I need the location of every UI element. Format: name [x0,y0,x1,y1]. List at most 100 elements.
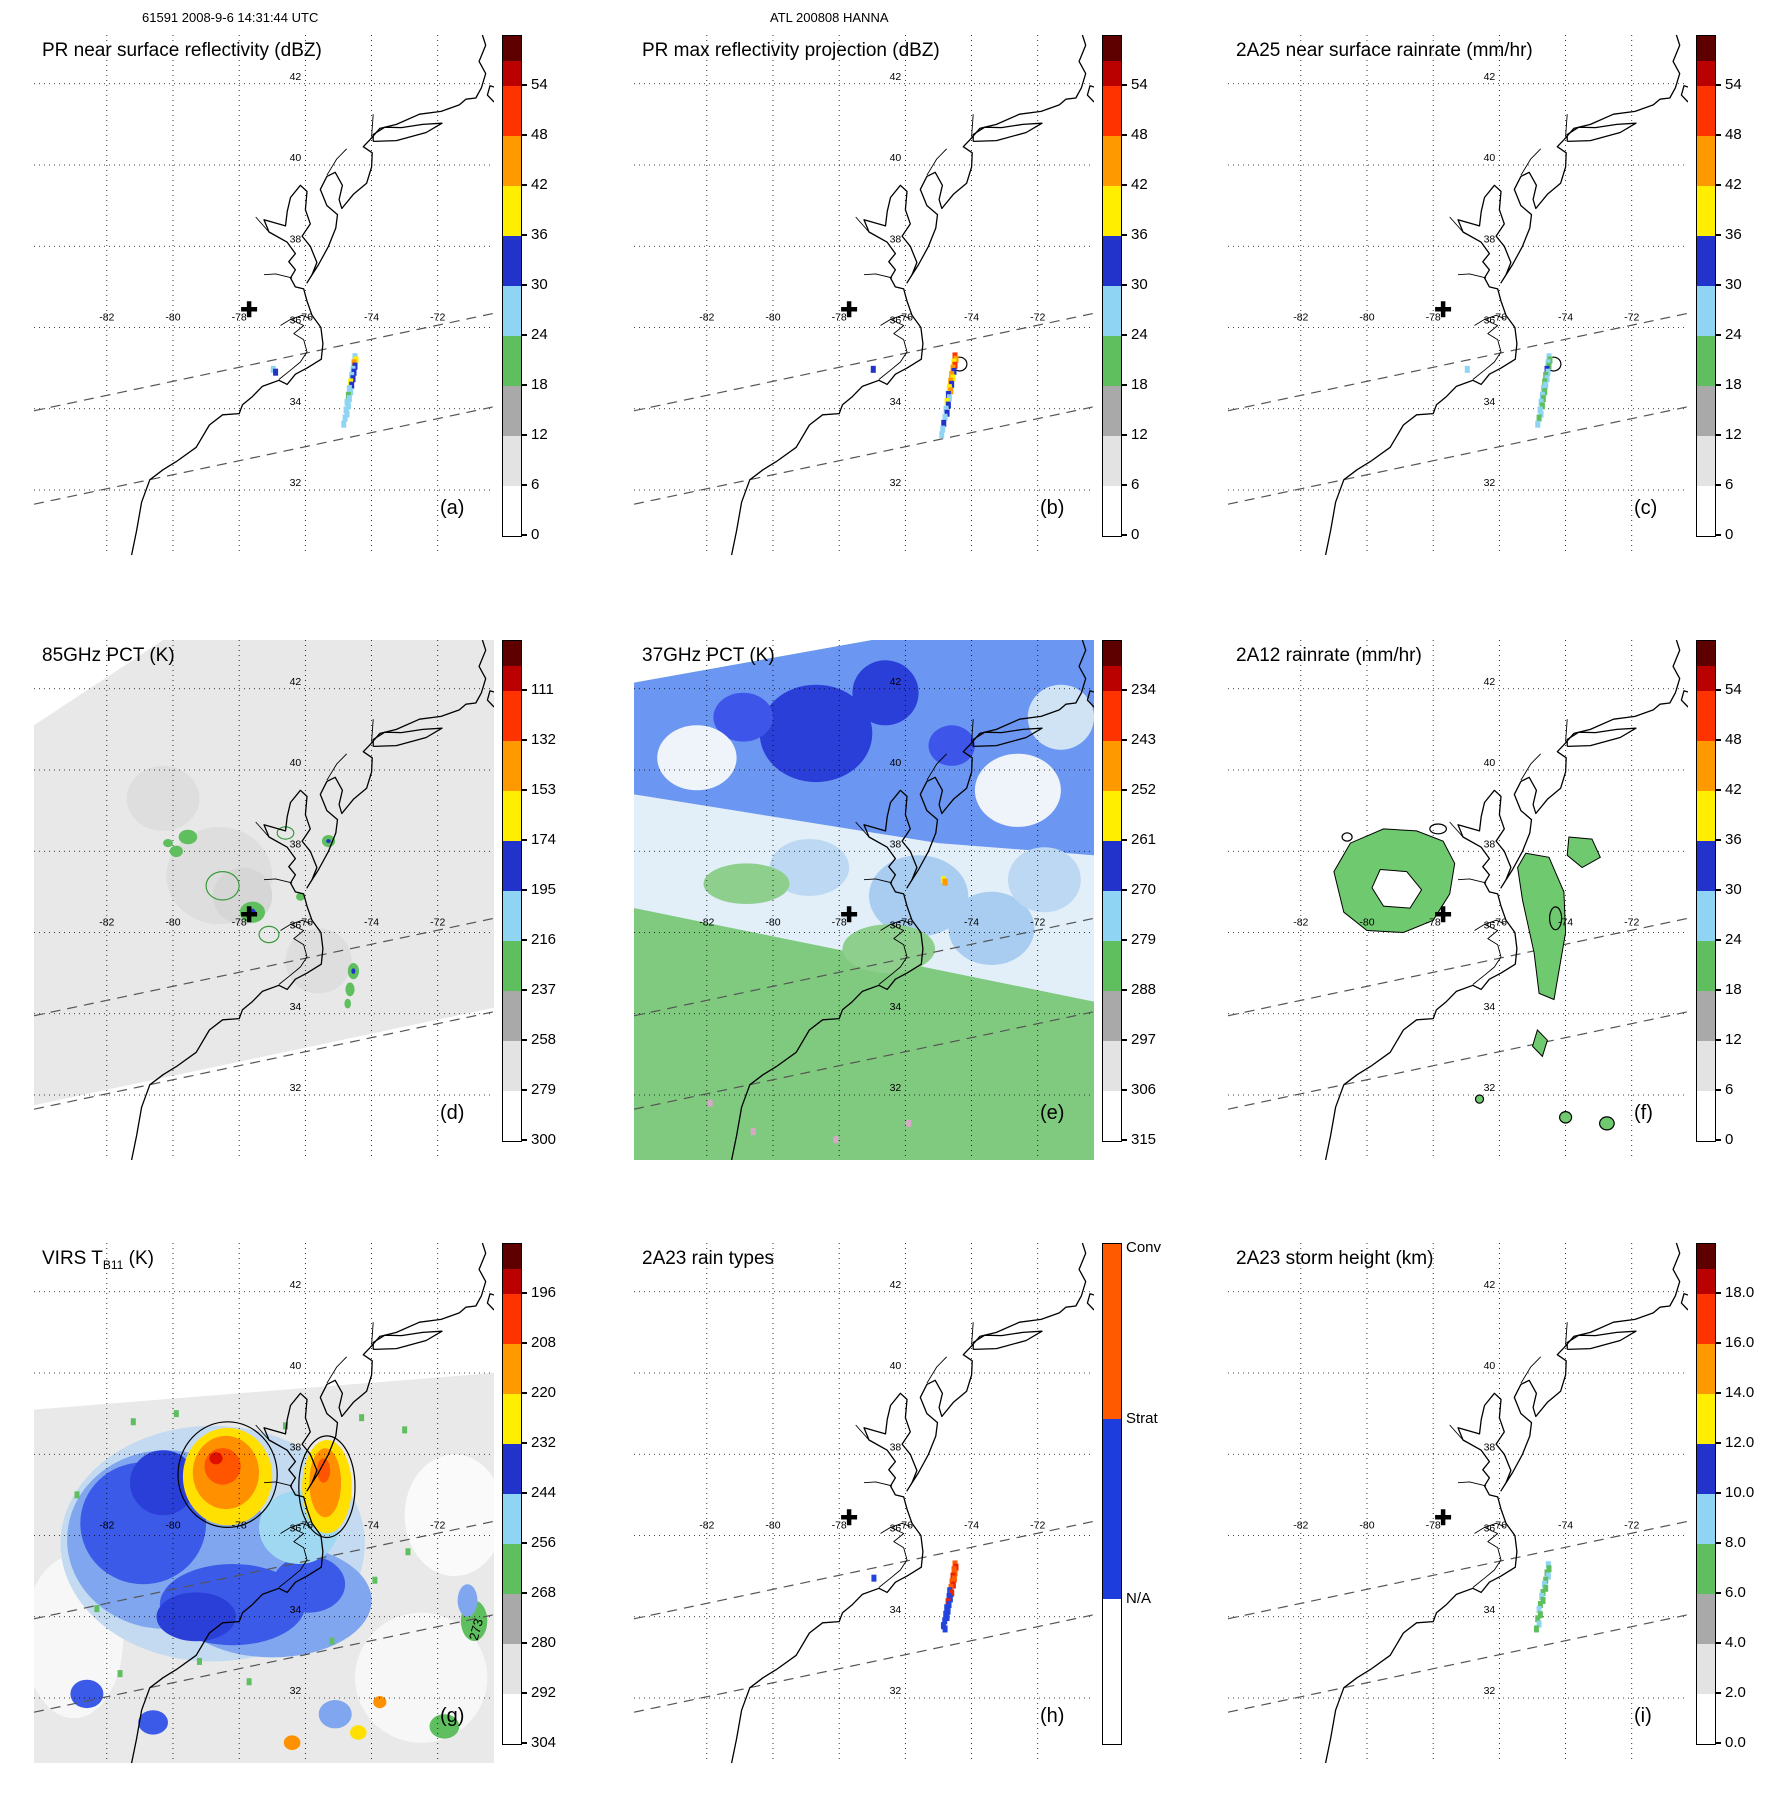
svg-text:34: 34 [890,1001,902,1013]
colorbar-segment [503,941,521,991]
colorbar-tick [1716,1692,1721,1694]
colorbar-tick [522,384,527,386]
grid-labels: -82 -80 -78 -76 -74 -72 32 34 36 38 40 42 [699,1279,1045,1697]
colorbar-tick [1716,1742,1721,1744]
svg-text:-80: -80 [1359,312,1374,324]
colorbar-tick-label: 6 [531,476,540,493]
colorbar-segment [1697,1644,1715,1694]
colorbar-segment [1697,486,1715,536]
colorbar-segment [503,336,521,386]
svg-text:-74: -74 [364,312,379,324]
colorbar-tick-label: 6 [1725,1081,1734,1098]
svg-text:38: 38 [890,233,902,245]
colorbar-tick-label: 208 [531,1334,557,1351]
svg-text:42: 42 [1484,676,1496,688]
colorbar-tick [1716,1039,1721,1041]
colorbar-segment [1697,1294,1715,1344]
panel-h-map: -82 -80 -78 -76 -74 -72 32 34 36 38 40 42 [634,1243,1094,1763]
swath-edge-lines [634,917,1094,1110]
colorbar-tick [522,889,527,891]
svg-text:42: 42 [290,676,302,688]
colorbar-tick-label: 243 [1131,731,1157,748]
colorbar-tick [1122,184,1127,186]
svg-text:-80: -80 [765,917,780,929]
grid-labels: -82 -80 -78 -76 -74 -72 32 34 36 38 40 42 [99,676,445,1094]
svg-text:32: 32 [1484,1685,1496,1697]
colorbar-tick-label: 10.0 [1725,1484,1755,1501]
colorbar-tick [522,939,527,941]
data-overlay [163,826,359,1009]
coastline [130,1243,494,1763]
svg-text:38: 38 [890,838,902,850]
svg-text:32: 32 [290,477,302,489]
colorbar-tick-label: 14.0 [1725,1384,1755,1401]
colorbar-segment [1697,286,1715,336]
storm-center-marker [241,301,258,318]
colorbar-tick-label: 48 [1725,126,1742,143]
colorbar-tick [1716,534,1721,536]
colorbar-tick-label: 280 [531,1634,557,1651]
colorbar-segment [503,641,521,666]
colorbar-tick-label: 30 [1725,881,1742,898]
colorbar-segment [1697,1041,1715,1091]
colorbar-segment [503,61,521,86]
svg-text:40: 40 [290,757,302,769]
svg-text:36: 36 [1484,920,1496,932]
colorbar-tick [1122,739,1127,741]
svg-text:-72: -72 [1624,312,1639,324]
colorbar-segment [503,86,521,136]
colorbar-tick-label: 306 [1131,1081,1157,1098]
colorbar-tick [1122,939,1127,941]
svg-text:42: 42 [890,1279,902,1291]
colorbar-segment [503,1394,521,1444]
colorbar-tick [1716,1542,1721,1544]
svg-text:-82: -82 [699,312,714,324]
colorbar-tick-label: 24 [1131,326,1148,343]
colorbar-tick [1122,1039,1127,1041]
colorbar-segment [503,1269,521,1294]
panel-d: -82 -80 -78 -76 -74 -72 32 34 36 38 40 42 85GHz PCT… [34,640,579,1205]
svg-text:38: 38 [290,838,302,850]
svg-text:-80: -80 [165,312,180,324]
colorbar-tick [1716,1592,1721,1594]
colorbar-class-label: Conv [1126,1239,1162,1256]
colorbar-segment [503,236,521,286]
colorbar-segment [1697,386,1715,436]
colorbar-segment [1697,1494,1715,1544]
coastline [130,640,494,1160]
svg-text:38: 38 [1484,1441,1496,1453]
svg-text:-72: -72 [1030,917,1045,929]
colorbar-tick [522,789,527,791]
colorbar-segment [1103,486,1121,536]
colorbar-segment [1697,336,1715,386]
colorbar-tick [1716,334,1721,336]
panel-g: 273 -82 -80 -78 -76 -74 -72 32 34 36 38 40 42 VIRS T… [34,1243,579,1808]
colorbar-segment [1697,36,1715,61]
data-field [34,1373,494,1763]
colorbar-segment [503,1694,521,1744]
title-suffix: (K) [123,1248,154,1269]
colorbar-segment [1103,336,1121,386]
colorbar-tick [522,534,527,536]
colorbar-tick [522,1742,527,1744]
title-text: PR max reflectivity projection (dBZ) [642,40,940,61]
colorbar-segment [1103,841,1121,891]
colorbar-segment [503,741,521,791]
colorbar-tick [1716,1342,1721,1344]
storm-center-marker [1435,906,1452,923]
colorbar-tick [1716,1642,1721,1644]
colorbar-tick [522,1492,527,1494]
colorbar-tick [522,1342,527,1344]
swath-edge-lines [634,1520,1094,1713]
panel-e: -82 -80 -78 -76 -74 -72 32 34 36 38 40 42 37GHz PCT… [634,640,1179,1205]
colorbar-tick-label: 24 [1725,326,1742,343]
grid-labels: -82 -80 -78 -76 -74 -72 32 34 36 38 40 42 [99,1279,445,1697]
colorbar-tick-label: 315 [1131,1131,1157,1148]
colorbar-segment [1697,641,1715,666]
svg-text:42: 42 [1484,71,1496,83]
colorbar-tick-label: 258 [531,1031,557,1048]
svg-text:-72: -72 [430,1520,445,1532]
svg-text:42: 42 [890,71,902,83]
colorbar-tick-label: 36 [1131,226,1148,243]
title-text: PR near surface reflectivity (dBZ) [42,40,322,61]
